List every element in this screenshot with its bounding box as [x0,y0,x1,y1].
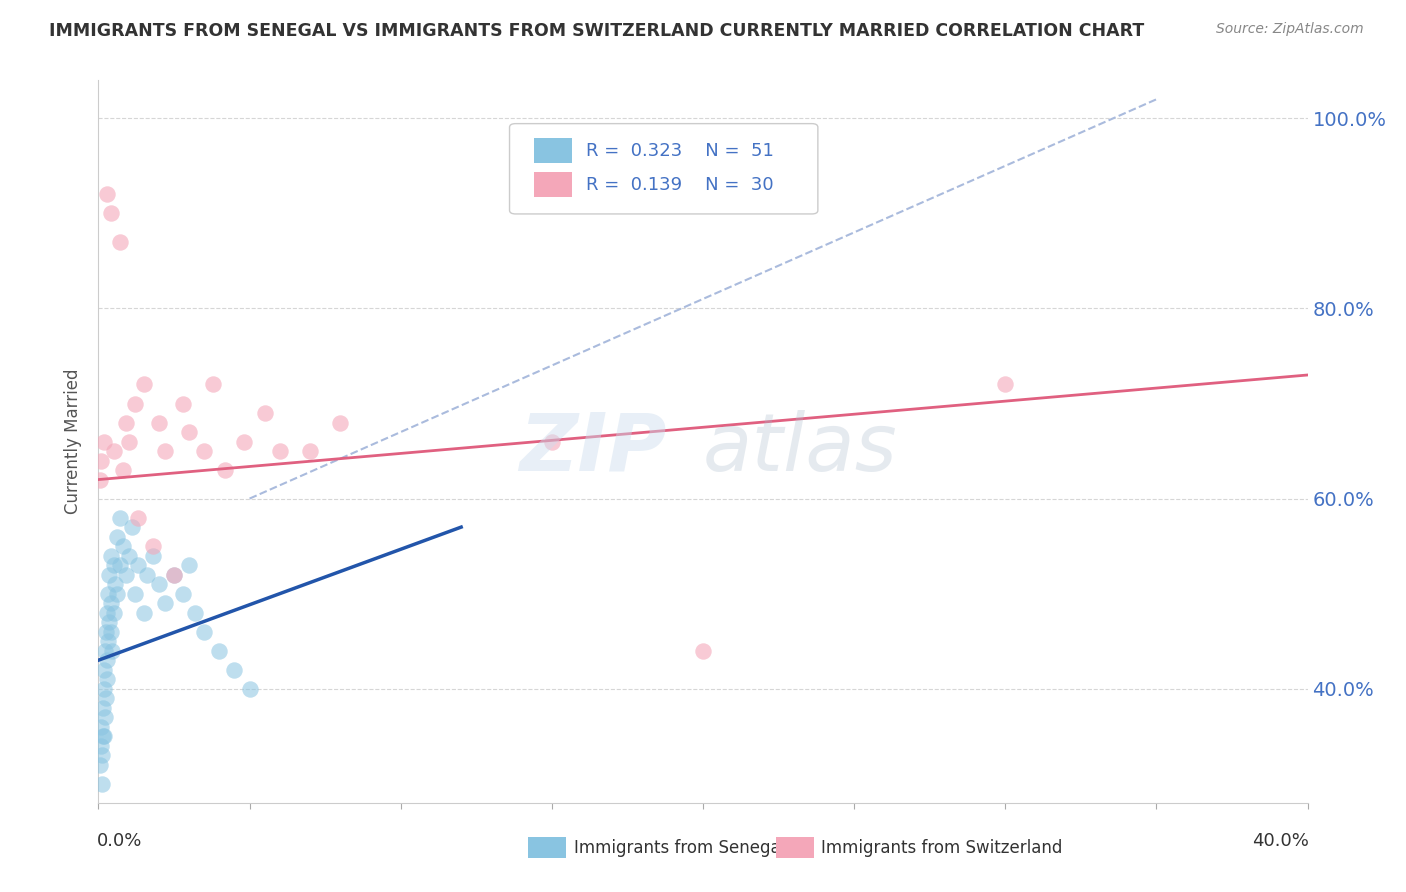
Point [94,643,117,657]
Point [90,453,112,467]
FancyBboxPatch shape [534,138,572,163]
Text: atlas: atlas [703,409,898,488]
Point [89,473,111,487]
Point [91,748,114,763]
Text: Source: ZipAtlas.com: Source: ZipAtlas.com [1216,22,1364,37]
Point [172,396,194,410]
Point [90,720,112,734]
Point [96,653,118,667]
Point [94,624,117,639]
Point [104,577,127,591]
Point [111,463,134,477]
Point [179,425,201,439]
Point [153,444,176,458]
Point [142,549,165,563]
FancyBboxPatch shape [509,124,818,214]
Point [105,587,128,601]
Text: IMMIGRANTS FROM SENEGAL VS IMMIGRANTS FROM SWITZERLAND CURRENTLY MARRIED CORRELA: IMMIGRANTS FROM SENEGAL VS IMMIGRANTS FR… [49,22,1144,40]
Point [98,567,121,582]
Text: 40.0%: 40.0% [1251,832,1309,850]
Point [114,567,136,582]
Point [202,377,225,392]
Point [153,596,176,610]
Point [269,444,291,458]
Point [108,510,131,524]
Point [100,549,122,563]
Point [253,406,276,420]
Point [111,539,134,553]
Point [94,710,117,724]
Point [224,663,246,677]
Point [193,444,215,458]
Point [132,606,155,620]
Point [148,577,170,591]
Text: Immigrants from Switzerland: Immigrants from Switzerland [821,838,1063,856]
Point [100,624,122,639]
Point [89,757,111,772]
Text: Immigrants from Senegal: Immigrants from Senegal [574,838,785,856]
Point [127,510,149,524]
Point [103,606,125,620]
Point [118,549,141,563]
Point [97,587,120,601]
Point [148,416,170,430]
Point [93,729,115,743]
Point [93,434,115,449]
Point [163,567,186,582]
Y-axis label: Currently Married: Currently Married [65,368,83,515]
Point [994,377,1017,392]
Point [172,587,194,601]
Point [96,606,118,620]
Point [214,463,236,477]
Text: R =  0.323    N =  51: R = 0.323 N = 51 [586,142,773,160]
Point [127,558,149,573]
Point [184,606,207,620]
Text: R =  0.139    N =  30: R = 0.139 N = 30 [586,176,773,194]
Point [105,530,128,544]
FancyBboxPatch shape [534,172,572,197]
Point [93,663,115,677]
Point [179,558,201,573]
Point [114,416,136,430]
Point [329,416,352,430]
Point [93,681,115,696]
Point [232,434,254,449]
Point [91,700,114,714]
FancyBboxPatch shape [776,837,814,858]
FancyBboxPatch shape [527,837,567,858]
Point [98,615,121,630]
Point [124,587,146,601]
Point [108,558,131,573]
Point [91,729,114,743]
Point [91,777,114,791]
Point [100,206,122,220]
Point [118,434,141,449]
Point [193,624,215,639]
Point [163,567,186,582]
Point [239,681,262,696]
Point [121,520,143,534]
Point [142,539,165,553]
Text: 0.0%: 0.0% [97,832,142,850]
Point [100,596,122,610]
Point [96,672,118,686]
Point [540,434,562,449]
Point [208,643,231,657]
Point [132,377,155,392]
Point [101,643,124,657]
Point [108,235,131,249]
Point [103,558,125,573]
Point [96,187,118,202]
Point [299,444,322,458]
Point [135,567,157,582]
Point [97,634,120,648]
Point [90,739,112,753]
Point [96,691,118,706]
Point [103,444,125,458]
Point [692,643,714,657]
Text: ZIP: ZIP [519,409,666,488]
Point [124,396,146,410]
